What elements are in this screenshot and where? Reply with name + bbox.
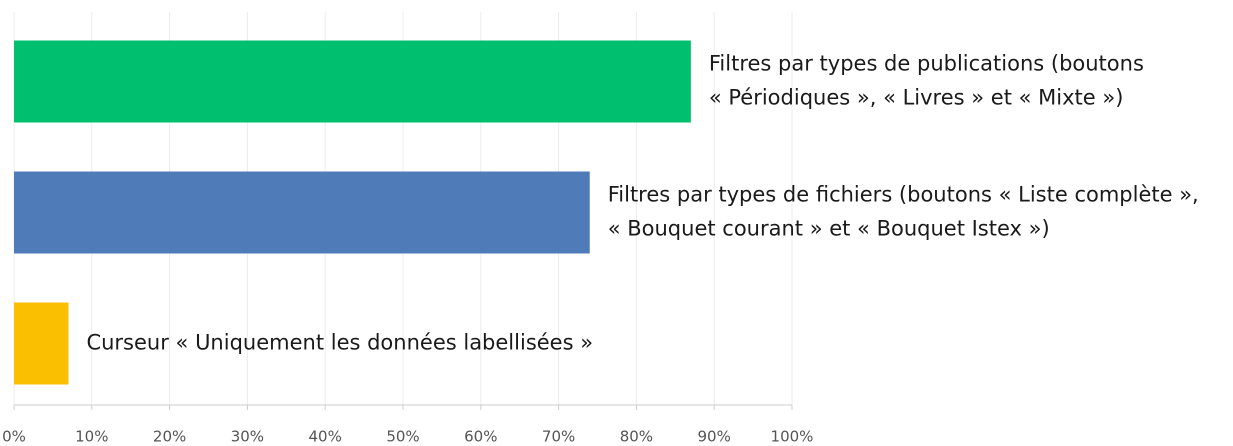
x-tick-label: 30% — [231, 428, 264, 446]
x-tick-label: 80% — [620, 428, 653, 446]
bar-label: « Bouquet courant » et « Bouquet Istex »… — [608, 217, 1050, 241]
x-tick-label: 70% — [542, 428, 575, 446]
bar-label: Curseur « Uniquement les données labelli… — [86, 331, 593, 355]
bar-label: Filtres par types de publications (bouto… — [709, 52, 1144, 76]
bar — [14, 171, 590, 254]
x-tick-label: 60% — [464, 428, 497, 446]
x-tick-label: 100% — [771, 428, 814, 446]
x-tick-label: 40% — [309, 428, 342, 446]
bar-label: Filtres par types de fichiers (boutons «… — [608, 183, 1199, 207]
x-tick-label: 20% — [153, 428, 186, 446]
x-tick-label: 0% — [2, 428, 26, 446]
bar — [14, 40, 691, 123]
bar-label: « Périodiques », « Livres » et « Mixte »… — [709, 86, 1124, 110]
x-tick-label: 50% — [386, 428, 419, 446]
bar — [14, 302, 69, 385]
x-tick-label: 10% — [75, 428, 108, 446]
x-tick-label: 90% — [698, 428, 731, 446]
